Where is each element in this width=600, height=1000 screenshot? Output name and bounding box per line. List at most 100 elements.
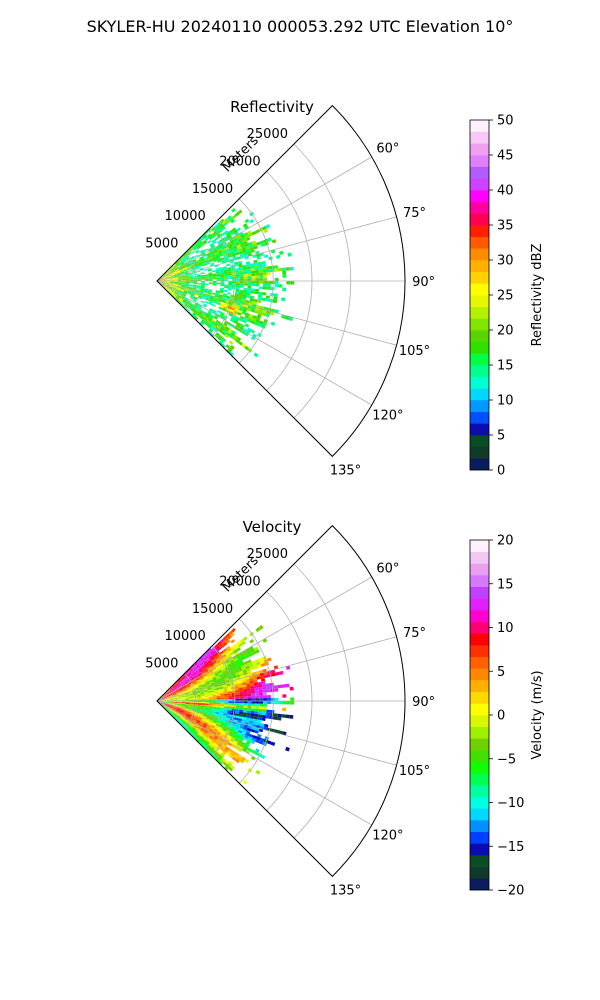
radar-cell xyxy=(182,687,187,690)
colorbar-tick-label: 5 xyxy=(497,429,505,444)
radar-cell xyxy=(177,294,181,298)
radar-cell xyxy=(194,242,199,247)
radar-cell xyxy=(181,704,186,706)
radar-cell xyxy=(194,264,199,267)
radar-cell xyxy=(249,680,254,684)
radar-cell xyxy=(185,706,189,708)
radar-cell xyxy=(239,689,244,693)
radar-cell xyxy=(173,276,178,278)
radar-cell xyxy=(181,263,185,266)
radar-cell xyxy=(235,726,240,730)
radar-cell xyxy=(180,717,184,721)
radar-cell xyxy=(230,332,235,337)
radar-cell xyxy=(237,312,242,316)
radar-cell xyxy=(273,716,278,720)
radar-cell xyxy=(215,708,220,711)
radar-cell xyxy=(175,289,180,292)
radar-cell xyxy=(186,301,191,305)
radar-cell xyxy=(185,279,190,281)
range-tick-label: 25000 xyxy=(247,127,288,142)
colorbar-swatch xyxy=(470,411,489,424)
radar-cell xyxy=(225,344,231,349)
radar-cell xyxy=(228,740,234,745)
radar-cell xyxy=(231,284,236,288)
radar-cell xyxy=(263,698,268,701)
radar-cell xyxy=(239,278,244,281)
radar-cell xyxy=(228,282,233,285)
radar-cell xyxy=(258,687,263,691)
radar-cell xyxy=(241,731,247,735)
radar-cell xyxy=(213,742,218,747)
radar-cell xyxy=(187,711,192,714)
radar-cell xyxy=(169,697,174,699)
radar-cell xyxy=(253,716,258,720)
radar-cell xyxy=(217,736,223,741)
radar-cell xyxy=(228,760,234,765)
radar-cell xyxy=(203,688,208,691)
radar-cell xyxy=(158,698,162,701)
radar-cell xyxy=(217,668,222,672)
radar-cell xyxy=(181,698,186,700)
radar-cell xyxy=(167,271,172,274)
radar-cell xyxy=(166,698,170,700)
radar-cell xyxy=(170,711,174,715)
colorbar-swatch xyxy=(470,353,489,366)
radar-cell xyxy=(215,758,220,763)
radar-cell xyxy=(223,708,228,711)
radar-cell xyxy=(204,235,209,240)
radar-cell xyxy=(194,674,198,678)
radar-cell xyxy=(170,279,174,280)
colorbar-swatch xyxy=(470,131,489,144)
radar-cell xyxy=(229,239,235,244)
radar-cell xyxy=(161,276,166,279)
radar-cell xyxy=(246,712,251,716)
radar-cell xyxy=(186,686,191,689)
radar-cell xyxy=(195,250,200,254)
radar-cell xyxy=(277,713,282,718)
radar-cell xyxy=(178,719,183,723)
radar-cell xyxy=(257,299,262,304)
radar-cell xyxy=(230,632,235,638)
radar-cell xyxy=(205,298,210,301)
radar-cell xyxy=(247,241,253,246)
radar-cell xyxy=(251,270,256,274)
radar-cell xyxy=(239,274,244,277)
radar-cell xyxy=(208,743,213,748)
radar-cell xyxy=(197,672,202,676)
radar-cell xyxy=(207,744,212,749)
colorbar-swatch xyxy=(470,365,489,377)
radar-cell xyxy=(234,728,239,733)
radar-cell xyxy=(227,269,232,272)
radar-cell xyxy=(254,270,259,274)
azimuth-gridline xyxy=(156,700,397,766)
radar-cell xyxy=(250,249,256,253)
radar-cell xyxy=(170,278,174,280)
radar-cell xyxy=(171,689,175,692)
radar-cell xyxy=(161,275,165,278)
radar-cell xyxy=(224,230,229,234)
radar-cell xyxy=(199,742,204,746)
radar-cell xyxy=(224,693,229,696)
radar-cell xyxy=(192,692,197,695)
radar-cell xyxy=(195,249,199,253)
radar-cell xyxy=(209,259,214,263)
radar-cell xyxy=(230,344,235,350)
radar-cell xyxy=(177,697,182,699)
radar-cell xyxy=(172,286,177,289)
radar-cell xyxy=(165,696,170,698)
radar-cell xyxy=(174,699,178,701)
radar-cell xyxy=(180,271,185,274)
radar-cell xyxy=(183,292,188,295)
radar-cell xyxy=(197,665,202,670)
radar-cell xyxy=(161,275,165,278)
radar-cell xyxy=(250,320,256,325)
radar-cell xyxy=(232,655,237,660)
radar-cell xyxy=(231,694,236,698)
radar-cell xyxy=(255,695,260,699)
radar-cell xyxy=(235,252,240,256)
radar-cell xyxy=(223,742,228,747)
radar-cell xyxy=(204,694,209,696)
radar-cell xyxy=(267,698,271,701)
reflectivity-title: Reflectivity xyxy=(230,98,314,116)
radar-cell xyxy=(231,330,237,335)
